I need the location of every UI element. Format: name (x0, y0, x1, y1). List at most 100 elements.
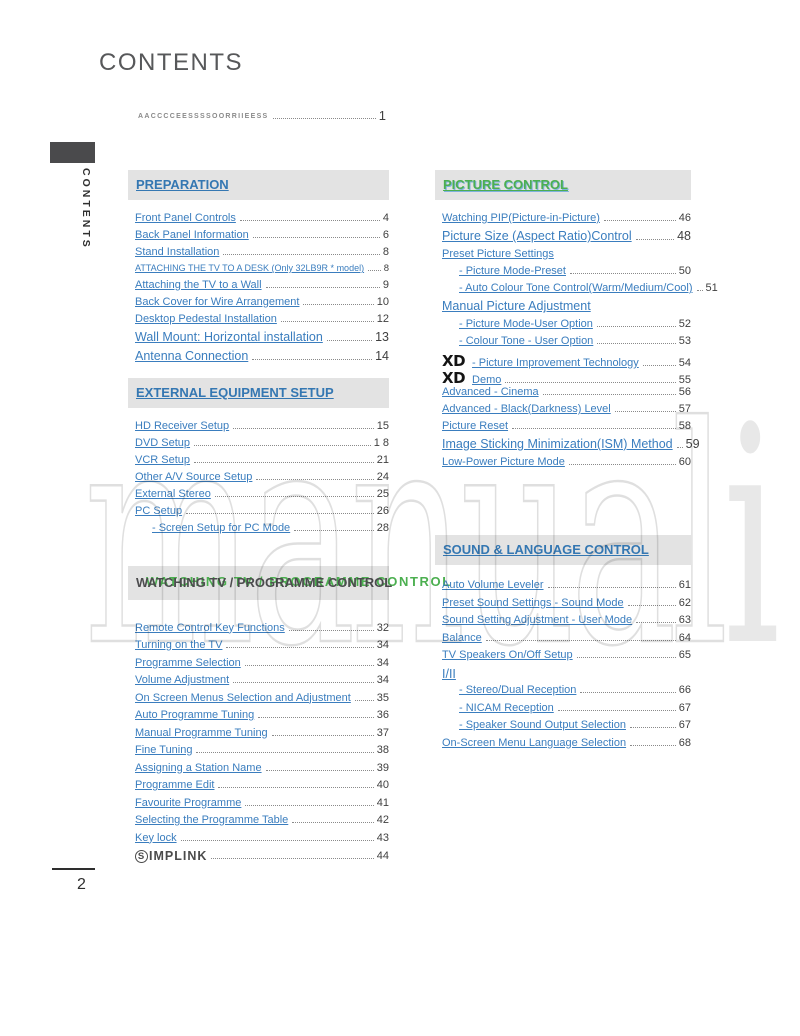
entry-link[interactable]: Front Panel Controls (135, 212, 236, 224)
toc-entry: On Screen Menus Selection and Adjustment… (135, 692, 389, 710)
toc-entry: Stand Installation 8 (135, 246, 389, 263)
entry-link[interactable]: Key lock (135, 831, 177, 844)
entry-page: 65 (678, 649, 691, 661)
entry-dots (194, 444, 371, 446)
entry-link[interactable]: Advanced - Black(Darkness) Level (442, 403, 611, 415)
entry-link[interactable]: - Colour Tone - User Option (459, 335, 594, 347)
simplink-logo-icon[interactable]: S IMPLINK (135, 849, 207, 863)
entry-link[interactable]: - NICAM Reception (459, 701, 554, 714)
entry-link[interactable]: Volume Adjustment (135, 674, 230, 686)
entry-link[interactable]: Remote Control Key Functions (135, 621, 285, 634)
entry-page: 12 (376, 312, 389, 325)
entry-link[interactable]: Sound Setting Adjustment - User Mode (442, 614, 633, 626)
entry-link[interactable]: Attaching the TV to a Wall (135, 278, 262, 291)
entry-link[interactable]: Selecting the Programme Table (135, 814, 289, 826)
section-header[interactable]: PICTURE CONTROL (443, 177, 568, 192)
entry-link[interactable]: On-Screen Menu Language Selection (442, 736, 627, 749)
toc-entry: TV Speakers On/Off Setup 65 (442, 649, 691, 667)
entry-dots (180, 839, 374, 841)
entry-link[interactable]: Auto Programme Tuning (135, 709, 255, 721)
entry-link[interactable]: Advanced - Cinema (442, 386, 539, 398)
entry-link[interactable]: HD Receiver Setup (135, 419, 230, 432)
simplink-logo-text: IMPLINK (149, 849, 208, 863)
entry-link[interactable]: Auto Volume Leveler (442, 579, 544, 591)
section-header[interactable]: SOUND & LANGUAGE CONTROL (443, 542, 649, 557)
entry-dots (244, 664, 374, 666)
entry-page: 55 (678, 374, 691, 386)
entry-dots (194, 461, 374, 463)
entry-link[interactable]: Programme Edit (135, 779, 215, 791)
toc-entry: XD - Picture Improvement Technology 54 (442, 352, 691, 370)
entry-link[interactable]: Stand Installation (135, 246, 220, 258)
entry-page: 15 (376, 419, 389, 432)
entry-link[interactable]: ATTACHING THE TV TO A DESK (Only 32LB9R … (135, 263, 365, 273)
entry-link[interactable]: Preset Picture Settings (442, 248, 554, 260)
entry-link[interactable]: Manual Picture Adjustment (442, 299, 591, 313)
toc-entry: I/II (442, 667, 691, 685)
entry-page: 25 (376, 487, 389, 500)
accessories-label[interactable]: AACCCCEESSSSOORRIIEESS (138, 113, 269, 120)
entry-link[interactable]: Wall Mount: Horizontal installation (135, 329, 323, 344)
entry-dots (512, 428, 676, 429)
entry-link[interactable]: - Picture Improvement Technology (472, 357, 639, 369)
entry-link[interactable]: Preset Sound Settings - Sound Mode (442, 596, 624, 609)
entry-link[interactable]: Turning on the TV (135, 639, 223, 651)
sidebar-tab (50, 142, 95, 163)
entry-dots (288, 629, 374, 631)
entry-link[interactable]: - Picture Mode-Preset (459, 265, 566, 277)
entry-dots (603, 220, 676, 221)
entry-page: 41 (376, 796, 389, 809)
toc-entry: Turning on the TV 34 (135, 639, 389, 657)
toc-entry: Watching PIP(Picture-in-Picture) 46 (442, 212, 691, 229)
entry-dots (271, 734, 374, 736)
toc-entry: - Colour Tone - User Option 53 (442, 335, 691, 352)
entry-link[interactable]: Back Cover for Wire Arrangement (135, 295, 300, 308)
entry-link[interactable]: On Screen Menus Selection and Adjustment (135, 691, 351, 704)
entry-link[interactable]: VCR Setup (135, 453, 191, 466)
toc-section: PREPARATION Front Panel Controls 4 Back Pan… (128, 170, 389, 368)
toc-column-right: PICTURE CONTROL Watching PIP(Picture-in-P… (435, 170, 718, 754)
toc-entry: Key lock 43 (135, 832, 389, 850)
entry-link[interactable]: TV Speakers On/Off Setup (442, 649, 573, 661)
entry-link[interactable]: Balance (442, 631, 482, 644)
entry-link[interactable]: Back Panel Information (135, 229, 249, 241)
entry-link[interactable]: External Stereo (135, 487, 211, 500)
entry-page: 50 (678, 265, 691, 277)
section-header[interactable]: WATCHING TV / PROGRAMME CONTROL (136, 574, 393, 590)
entry-link[interactable]: - Auto Colour Tone Control(Warm/Medium/C… (459, 282, 693, 294)
entry-link[interactable]: - Speaker Sound Output Selection (459, 719, 626, 731)
toc-entry: Preset Sound Settings - Sound Mode 62 (442, 597, 691, 615)
entry-link[interactable]: Antenna Connection (135, 348, 249, 363)
footer-rule (52, 868, 95, 870)
entry-link[interactable]: Picture Reset (442, 420, 509, 432)
entry-page: 37 (376, 726, 389, 739)
section-band: WATCHING TV / PROGRAMME CONTROL WATCHING … (128, 565, 450, 600)
entry-link[interactable]: - Stereo/Dual Reception (459, 684, 577, 696)
toc-entry: - Speaker Sound Output Selection 67 (442, 719, 691, 737)
entry-link[interactable]: - Picture Mode-User Option (459, 318, 593, 330)
entry-link[interactable]: Picture Size (Aspect Ratio)Control (442, 229, 632, 243)
entry-dots (596, 326, 676, 327)
entry-link[interactable]: I/II (442, 666, 456, 681)
toc-entry: Other A/V Source Setup 24 (135, 471, 389, 488)
entry-link[interactable]: Desktop Pedestal Installation (135, 312, 277, 325)
entry-link[interactable]: Programme Selection (135, 656, 241, 669)
entry-link[interactable]: Low-Power Picture Mode (442, 456, 565, 468)
entry-link[interactable]: Assigning a Station Name (135, 761, 262, 774)
entry-dots (265, 769, 374, 771)
entry-link[interactable]: Fine Tuning (135, 744, 193, 756)
entry-link[interactable]: Demo (472, 374, 502, 386)
section-header[interactable]: PREPARATION (136, 177, 229, 192)
entry-link[interactable]: Favourite Programme (135, 796, 242, 809)
entry-link[interactable]: Other A/V Source Setup (135, 470, 253, 483)
entry-link[interactable]: Manual Programme Tuning (135, 726, 268, 739)
section-header[interactable]: EXTERNAL EQUIPMENT SETUP (136, 384, 334, 400)
entry-link[interactable]: DVD Setup (135, 436, 191, 449)
entry-link[interactable]: Watching PIP(Picture-in-Picture) (442, 212, 600, 224)
entry-dots (676, 447, 683, 448)
entry-link[interactable]: PC Setup (135, 504, 183, 517)
entry-dots (280, 320, 374, 322)
entry-link[interactable]: Image Sticking Minimization(ISM) Method (442, 437, 673, 451)
toc-entry: Sound Setting Adjustment - User Mode 63 (442, 614, 691, 632)
entry-link[interactable]: - Screen Setup for PC Mode (152, 521, 291, 534)
